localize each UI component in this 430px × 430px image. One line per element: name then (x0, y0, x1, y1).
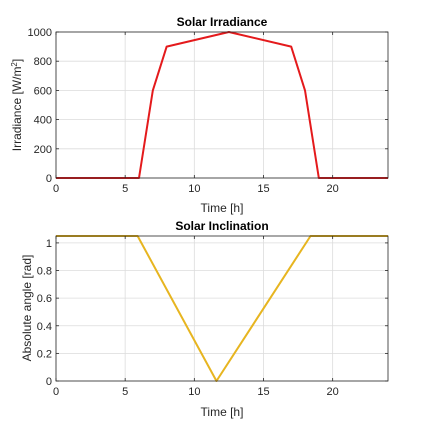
axes-frame (55, 235, 389, 382)
x-tick-label: 20 (327, 183, 339, 195)
x-tick-label: 15 (257, 386, 269, 398)
x-tick-label: 10 (188, 183, 200, 195)
y-tick-label: 800 (34, 56, 52, 68)
x-tick-label: 0 (53, 183, 59, 195)
x-tick-label: 0 (53, 386, 59, 398)
y-tick-label: 0.2 (37, 348, 52, 360)
y-tick-label: 1 (46, 238, 52, 250)
x-tick-label: 5 (122, 183, 128, 195)
y-tick-label: 200 (34, 144, 52, 156)
y-tick-label: 0.4 (37, 321, 52, 333)
irradiance-chart: Solar Irradiance Time [h] Irradiance [W/… (10, 15, 389, 215)
y-tick-label: 0 (46, 173, 52, 185)
y-tick-label: 0 (46, 376, 52, 388)
axes-frame (55, 31, 389, 179)
x-axis-label: Time [h] (201, 201, 244, 215)
y-tick-label: 600 (34, 85, 52, 97)
y-tick-label: 0.8 (37, 266, 52, 278)
plot-area (56, 236, 388, 381)
x-tick-label: 5 (122, 386, 128, 398)
x-tick-label: 10 (188, 386, 200, 398)
y-tick-label: 1000 (28, 27, 52, 39)
y-tick-label: 400 (34, 115, 52, 127)
x-tick-label: 15 (257, 183, 269, 195)
chart-title: Solar Irradiance (177, 15, 268, 29)
y-axis-label: Absolute angle [rad] (20, 255, 34, 362)
inclination-chart: Solar Inclination Time [h] Absolute angl… (20, 219, 389, 419)
plot-area (56, 32, 388, 178)
x-tick-label: 20 (327, 386, 339, 398)
x-axis-label: Time [h] (201, 405, 244, 419)
y-axis-label: Irradiance [W/m2] (10, 59, 24, 151)
y-tick-label: 0.6 (37, 293, 52, 305)
chart-title: Solar Inclination (175, 219, 268, 233)
